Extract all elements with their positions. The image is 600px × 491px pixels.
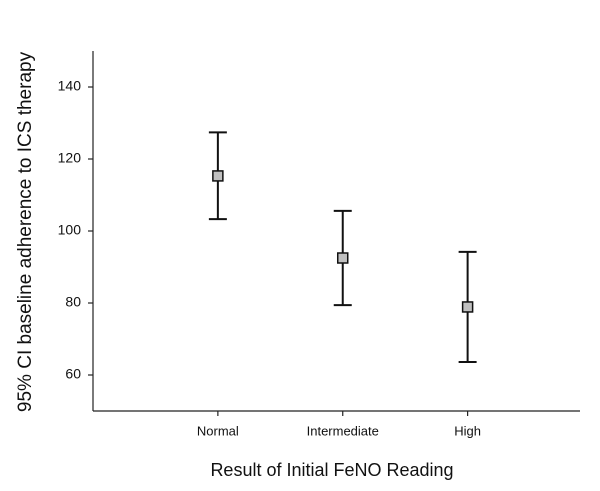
x-axis-label: Result of Initial FeNO Reading [210,460,453,480]
y-tick-label: 120 [58,150,82,166]
mean-marker [336,252,349,264]
y-tick-label: 100 [58,222,82,238]
y-tick-label: 140 [58,78,82,94]
y-tick-label: 80 [65,294,81,310]
mean-marker [461,301,474,313]
y-axis-label: 95% CI baseline adherence to ICS therapy [15,51,36,412]
x-tick-label: Normal [197,423,239,438]
x-tick-label: High [454,423,481,438]
y-tick-label: 60 [65,366,81,382]
mean-marker [212,170,224,182]
x-tick-label: Intermediate [307,423,379,438]
